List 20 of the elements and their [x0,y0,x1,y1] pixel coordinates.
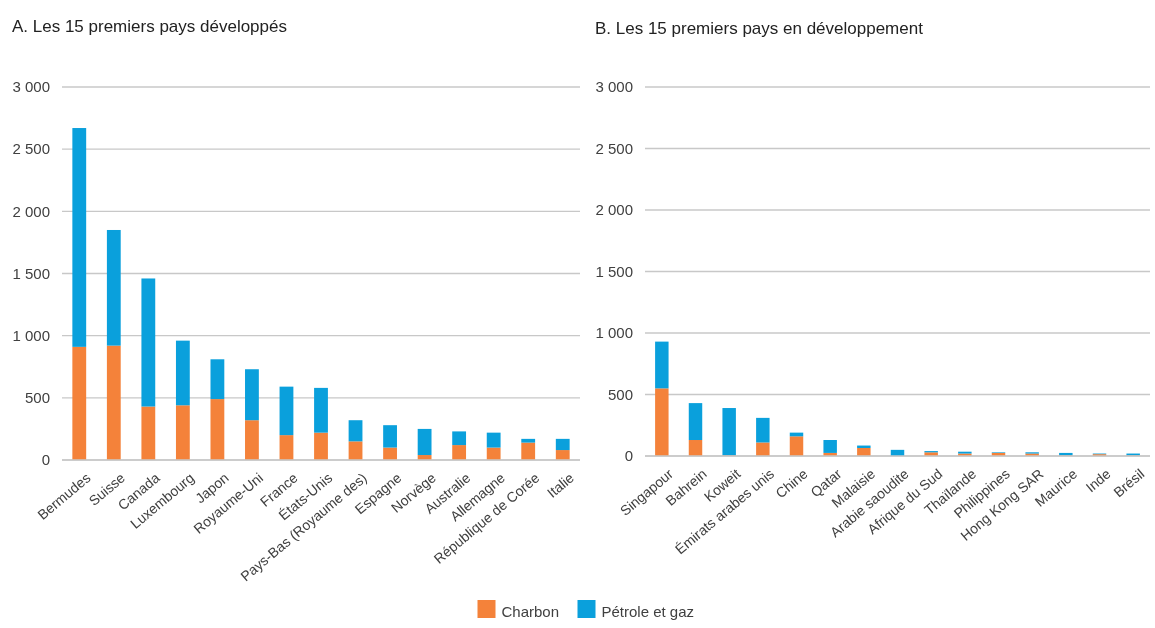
y-tick-label: 2 500 [12,140,50,158]
y-tick-label: 0 [624,447,633,465]
legend-label: Charbon [501,602,560,620]
y-tick-label: 1 500 [12,264,50,282]
y-tick-label: 3 000 [12,78,50,96]
y-tick-label: 2 000 [12,202,50,220]
x-tick-label: Italie [544,469,578,501]
chart-title: A. Les 15 premiers pays développés [12,17,287,36]
x-tick-label: Inde [1082,465,1114,496]
y-tick-label: 2 000 [595,201,633,219]
y-tick-label: 1 000 [12,326,50,344]
y-tick-label: 2 500 [595,139,633,157]
legend-label: Pétrole et gaz [601,602,695,620]
y-tick-label: 3 000 [595,78,633,96]
y-tick-label: 0 [41,451,50,469]
y-tick-label: 500 [607,385,633,403]
y-tick-label: 1 500 [595,262,633,280]
y-tick-label: 1 000 [595,324,633,342]
y-tick-label: 500 [24,389,50,407]
chart-title: B. Les 15 premiers pays en développement [595,19,924,38]
